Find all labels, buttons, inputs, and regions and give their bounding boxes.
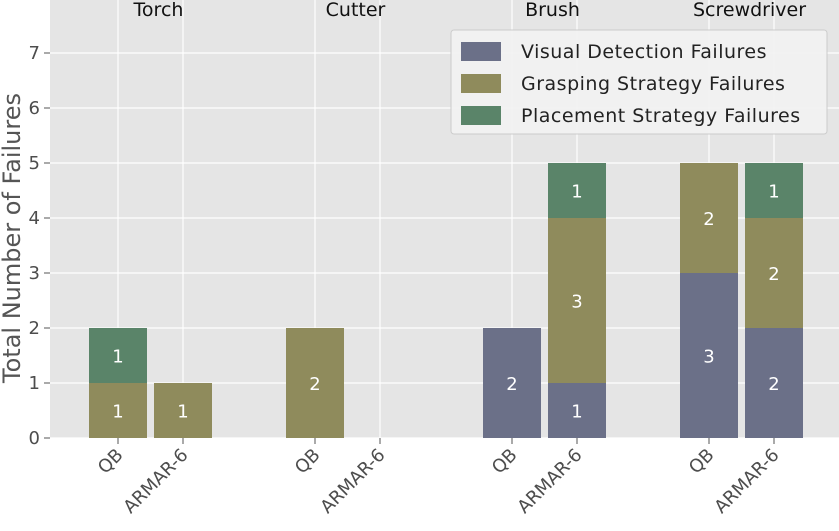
x-tick-label: QB [94, 445, 128, 479]
bar-value-label: 2 [768, 264, 779, 285]
x-tick-label: QB [685, 445, 719, 479]
legend: Visual Detection Failures Grasping Strate… [450, 29, 828, 135]
bar-segment [286, 328, 344, 438]
bar-segment [89, 328, 147, 383]
y-tick-label: 6 [29, 98, 40, 119]
bar-value-label: 1 [571, 402, 582, 423]
y-tick-label: 4 [29, 208, 40, 229]
y-tick-label: 5 [29, 153, 40, 174]
bar-segment [745, 218, 803, 328]
x-tick-label: ARMAR-6 [710, 445, 783, 518]
bar-value-label: 2 [309, 374, 320, 395]
legend-swatch [461, 106, 501, 125]
bar-segment [548, 163, 606, 218]
group-label: Brush [525, 0, 580, 21]
y-tick-label: 0 [29, 428, 40, 449]
x-tick-label: ARMAR-6 [119, 445, 192, 518]
y-axis-label: Total Number of Failures [0, 93, 26, 384]
legend-label: Grasping Strategy Failures [521, 73, 785, 95]
group-label: Cutter [326, 0, 386, 21]
y-tick-label: 1 [29, 373, 40, 394]
bar-value-label: 1 [112, 402, 123, 423]
legend-swatch [461, 74, 501, 93]
bar-segment [680, 273, 738, 438]
legend-box [450, 29, 828, 135]
x-tick-label: ARMAR-6 [316, 445, 389, 518]
bar-segment [154, 383, 212, 438]
y-tick-label: 2 [29, 318, 40, 339]
bar-segment [745, 328, 803, 438]
bar-value-label: 1 [571, 182, 582, 203]
bars-layer: 1 1 1 2 2 1 3 1 3 2 2 2 1 [89, 163, 803, 438]
group-label: Screwdriver [693, 0, 806, 21]
x-tick-label: ARMAR-6 [513, 445, 586, 518]
bar-value-label: 2 [768, 374, 779, 395]
x-tick-label: QB [291, 445, 325, 479]
group-label: Torch [133, 0, 184, 21]
y-tick-label: 3 [29, 263, 40, 284]
y-tick-label: 7 [29, 43, 40, 64]
bar-value-label: 1 [768, 182, 779, 203]
x-tick-label: QB [488, 445, 522, 479]
bar-segment [483, 328, 541, 438]
bar-segment [89, 383, 147, 438]
bar-value-label: 2 [506, 374, 517, 395]
group-labels: Torch Cutter Brush Screwdriver [133, 0, 807, 21]
bar-value-label: 1 [177, 402, 188, 423]
bar-value-label: 2 [703, 209, 714, 230]
bar-segment [680, 163, 738, 273]
legend-label: Visual Detection Failures [521, 41, 767, 63]
bar-value-label: 1 [112, 347, 123, 368]
bar-segment [548, 218, 606, 383]
bar-segment [548, 383, 606, 438]
bar-value-label: 3 [571, 292, 582, 313]
bar-segment [745, 163, 803, 218]
legend-swatch [461, 42, 501, 61]
legend-label: Placement Strategy Failures [521, 105, 801, 127]
bar-value-label: 3 [703, 347, 714, 368]
